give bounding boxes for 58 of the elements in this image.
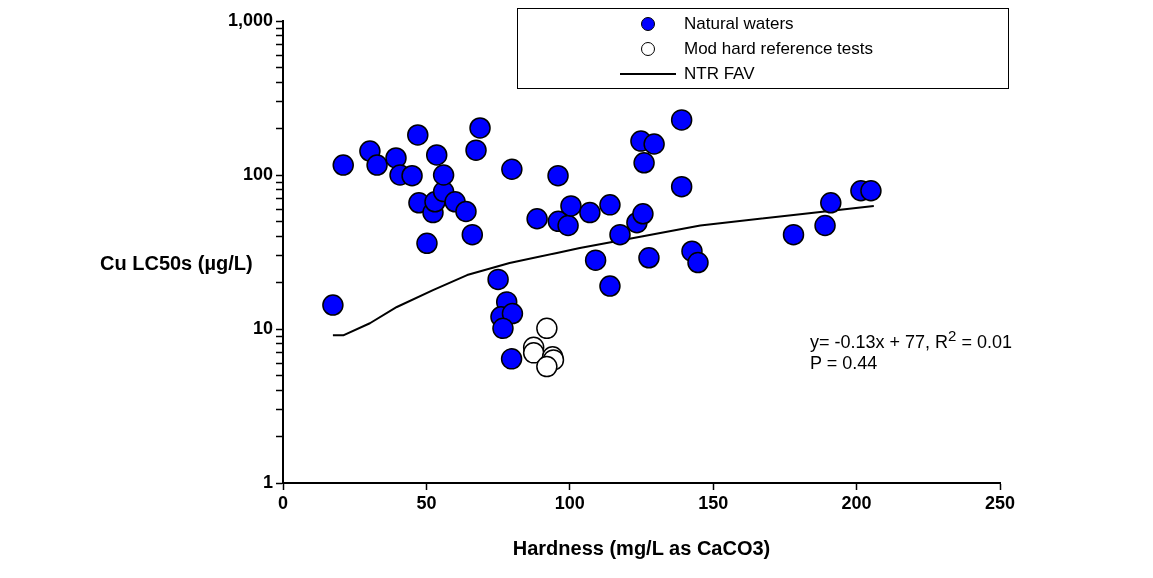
point [599,194,621,216]
point [599,275,621,297]
point [526,207,548,230]
point [820,192,842,214]
y-tick-label: 1,000 [227,9,273,30]
point [522,342,545,364]
legend-label: Natural waters [684,13,794,34]
point [322,294,344,316]
point [332,154,354,176]
point [500,348,523,370]
point [469,117,491,139]
point [584,249,607,271]
x-tick-label: 100 [554,492,585,513]
point [432,164,455,186]
point [609,223,631,246]
point [643,133,665,155]
point [465,139,487,161]
y-tick-label: 100 [242,163,273,184]
point [633,152,655,174]
point [425,144,448,166]
point [487,268,509,291]
point [455,200,477,223]
x-tick-label: 50 [416,492,437,513]
point [579,201,601,224]
point [461,223,484,246]
point [536,355,558,378]
y-axis-title: Cu LC50s (µg/L) [100,252,254,275]
point [782,223,805,246]
annotation: y= -0.13x + 77, R$^{2}$ = 0.01 [810,326,1012,353]
point [687,251,709,274]
legend-label: Mod hard reference tests [684,38,873,59]
point [501,158,523,180]
point [632,203,654,225]
point [670,109,693,131]
point [501,302,524,325]
point [860,180,882,202]
point [638,247,660,269]
point [366,154,388,176]
y-tick-label: 10 [252,317,273,338]
point [670,175,693,198]
x-tick-label: 150 [698,492,729,513]
point [547,164,569,187]
point [557,214,579,237]
x-axis-title: Hardness (mg/L as CaCO3) [512,536,771,559]
point [401,164,423,187]
point [560,195,582,217]
legend-label: NTR FAV [684,63,755,84]
x-tick-label: 200 [841,492,872,513]
point [814,214,836,237]
point [416,232,438,255]
point [385,147,407,169]
point [492,317,514,340]
y-tick-label: 1 [262,471,273,492]
point [407,124,429,146]
x-tick-label: 250 [984,492,1016,513]
x-tick-label: 0 [277,492,289,513]
point [536,317,558,340]
annotation: P = 0.44 [810,353,879,374]
